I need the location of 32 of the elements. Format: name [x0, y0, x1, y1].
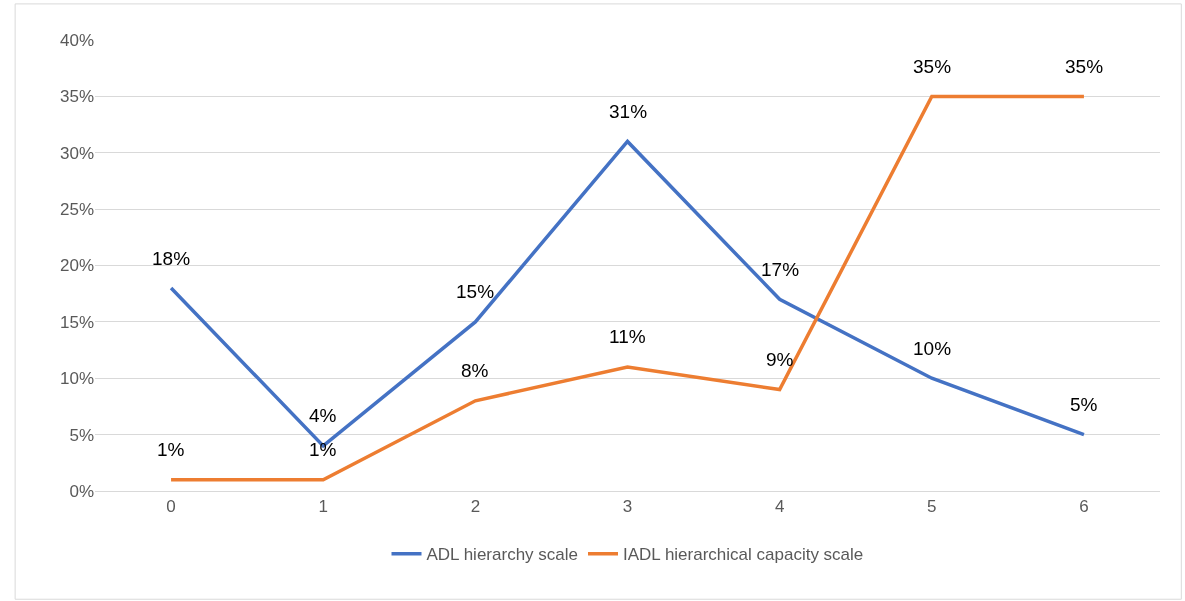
data-label: 15% — [456, 281, 495, 302]
data-label: 1% — [309, 439, 337, 460]
x-tick-label: 4 — [774, 497, 785, 517]
y-tick-label: 15% — [59, 312, 94, 332]
data-label: 17% — [761, 259, 800, 280]
y-tick-label: 25% — [59, 200, 94, 220]
legend-label: IADL hierarchical capacity scale — [623, 545, 864, 565]
x-tick-label: 6 — [1079, 497, 1089, 517]
data-label: 35% — [913, 56, 952, 77]
data-label: 11% — [609, 326, 646, 347]
data-label: 8% — [461, 360, 489, 381]
y-tick-label: 10% — [59, 369, 94, 389]
x-tick-label: 0 — [166, 497, 176, 517]
data-label: 5% — [1070, 394, 1098, 415]
data-label: 35% — [1065, 56, 1104, 77]
legend-label: ADL hierarchy scale — [426, 545, 578, 565]
data-label: 10% — [913, 338, 952, 359]
data-label: 9% — [766, 349, 794, 370]
y-tick-label: 35% — [59, 87, 94, 107]
x-tick-label: 5 — [927, 497, 937, 517]
y-tick-label: 5% — [69, 425, 94, 445]
y-tick-label: 40% — [59, 30, 94, 50]
x-tick-label: 2 — [470, 497, 481, 517]
y-tick-label: 0% — [69, 481, 94, 501]
y-tick-label: 30% — [59, 143, 94, 163]
data-label: 31% — [609, 101, 648, 122]
y-tick-label: 20% — [59, 256, 94, 276]
data-label: 18% — [152, 248, 191, 269]
x-tick-label: 1 — [318, 497, 328, 517]
x-tick-label: 3 — [622, 497, 633, 517]
data-label: 4% — [309, 405, 337, 426]
data-label: 1% — [157, 439, 185, 460]
